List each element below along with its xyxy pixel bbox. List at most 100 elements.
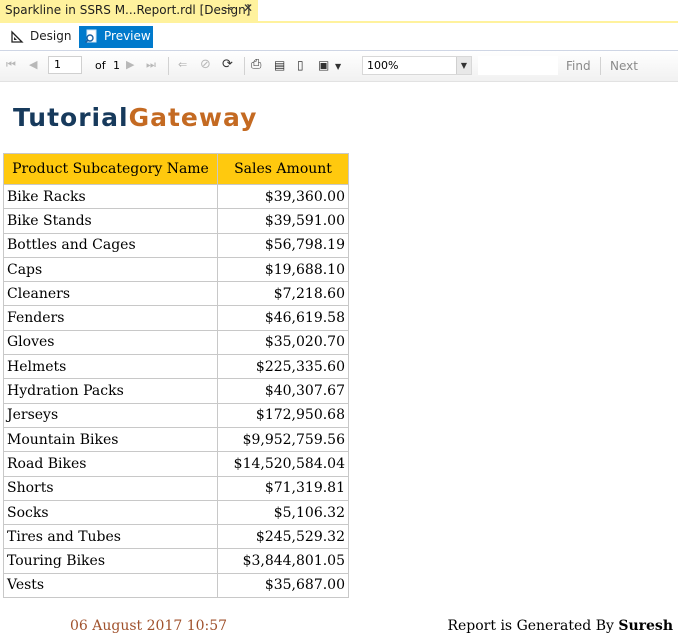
pin-icon[interactable]: ⊸ [224,2,234,15]
sales-amount-cell: $172,950.68 [217,402,349,428]
sales-amount-cell: $19,688.10 [217,256,349,283]
subcategory-cell: Mountain Bikes [3,426,218,453]
subcategory-cell: Vests [3,572,218,599]
table-row: Touring Bikes $3,844,801.05 [3,548,349,574]
sales-amount-cell: $71,319.81 [217,475,349,501]
table-body: Bike Racks $39,360.00 Bike Stands $39,591.0… [3,183,349,599]
report-toolbar: ⏮ ◀ 1 of 1 ▶ ⏭ ⇐ ⊘ ⟳ ⎙ ▤ ▯ ▣ ▼ 100% ▼ Fi… [0,51,678,82]
sales-table: Product Subcategory Name Sales Amount Bi… [3,153,349,599]
table-row: Fenders $46,619.58 [3,305,349,331]
column-header-sales-amount: Sales Amount [217,153,349,185]
table-row: Jerseys $172,950.68 [3,402,349,428]
current-page-value: 1 [54,58,61,71]
design-ruler-icon [11,30,24,43]
subcategory-cell: Bike Stands [3,208,218,234]
sales-amount-cell: $39,591.00 [217,208,349,234]
sales-amount-cell: $39,360.00 [217,183,349,210]
refresh-icon[interactable]: ⟳ [222,57,233,72]
logo-part-tutorial: Tutorial [13,103,129,132]
toolbar-separator [244,57,245,75]
previous-page-icon[interactable]: ◀ [29,58,38,71]
table-row: Cleaners $7,218.60 [3,281,349,307]
tab-design[interactable]: Design [5,26,75,48]
close-icon[interactable]: ✕ [243,1,254,15]
toolbar-separator [600,57,601,75]
table-row: Gloves $35,020.70 [3,329,349,356]
subcategory-cell: Caps [3,256,218,283]
table-row: Road Bikes $14,520,584.04 [3,451,349,477]
of-label: of [95,59,106,72]
subcategory-cell: Bike Racks [3,183,218,210]
tab-design-label: Design [30,29,72,43]
sales-amount-cell: $3,844,801.05 [217,548,349,574]
subcategory-cell: Road Bikes [3,451,218,477]
subcategory-cell: Fenders [3,305,218,331]
sales-amount-cell: $46,619.58 [217,305,349,331]
subcategory-cell: Hydration Packs [3,378,218,404]
last-page-icon[interactable]: ⏭ [146,58,156,71]
logo-part-gateway: Gateway [128,103,258,132]
sales-amount-cell: $5,106.32 [217,499,349,526]
print-layout-icon[interactable]: ▤ [274,58,286,72]
tab-preview[interactable]: Preview [79,26,153,48]
table-row: Bottles and Cages $56,798.19 [3,232,349,258]
subcategory-cell: Socks [3,499,218,526]
table-row: Vests $35,687.00 [3,572,349,599]
current-page-input[interactable]: 1 [48,56,82,74]
export-icon[interactable]: ▣ [318,58,330,72]
table-row: Socks $5,106.32 [3,499,349,526]
view-tab-row: Design Preview [0,23,678,51]
table-row: Bike Stands $39,591.00 [3,208,349,234]
zoom-value: 100% [367,59,399,72]
table-row: Mountain Bikes $9,952,759.56 [3,426,349,453]
generated-by-prefix: Report is Generated By [447,618,614,634]
table-row: Bike Racks $39,360.00 [3,183,349,210]
tutorial-gateway-logo: TutorialGateway [13,103,257,132]
table-row: Helmets $225,335.60 [3,354,349,380]
find-input[interactable] [478,56,558,75]
sales-amount-cell: $14,520,584.04 [217,451,349,477]
table-row: Caps $19,688.10 [3,256,349,283]
document-tab[interactable]: Sparkline in SSRS M...Report.rdl [Design… [0,0,258,21]
subcategory-cell: Gloves [3,329,218,356]
table-header-row: Product Subcategory Name Sales Amount [3,153,349,185]
report-date: 06 August 2017 10:57 [70,618,228,634]
table-row: Shorts $71,319.81 [3,475,349,501]
zoom-select[interactable]: 100% ▼ [362,56,472,75]
report-author: Suresh [618,618,673,634]
back-icon[interactable]: ⇐ [178,58,188,71]
sales-amount-cell: $35,020.70 [217,329,349,356]
toolbar-separator [168,57,169,75]
chevron-down-icon[interactable]: ▼ [456,57,471,74]
document-tab-title: Sparkline in SSRS M...Report.rdl [Design… [5,3,251,17]
sales-amount-cell: $35,687.00 [217,572,349,599]
tab-preview-label: Preview [104,29,151,43]
sales-amount-cell: $225,335.60 [217,354,349,380]
subcategory-cell: Touring Bikes [3,548,218,574]
find-button[interactable]: Find [566,59,591,73]
first-page-icon[interactable]: ⏮ [6,58,16,71]
print-icon[interactable]: ⎙ [251,57,262,72]
subcategory-cell: Bottles and Cages [3,232,218,258]
generated-by: Report is Generated By Suresh [447,618,673,634]
total-pages: 1 [113,59,120,72]
table-row: Tires and Tubes $245,529.32 [3,524,349,550]
export-dropdown-icon[interactable]: ▼ [335,62,342,71]
subcategory-cell: Jerseys [3,402,218,428]
subcategory-cell: Shorts [3,475,218,501]
subcategory-cell: Tires and Tubes [3,524,218,550]
sales-amount-cell: $7,218.60 [217,281,349,307]
sales-amount-cell: $9,952,759.56 [217,426,349,453]
page-setup-icon[interactable]: ▯ [297,58,304,72]
subcategory-cell: Cleaners [3,281,218,307]
sales-amount-cell: $245,529.32 [217,524,349,550]
table-row: Hydration Packs $40,307.67 [3,378,349,404]
sales-amount-cell: $40,307.67 [217,378,349,404]
find-next-button[interactable]: Next [610,59,638,73]
next-page-icon[interactable]: ▶ [126,58,135,71]
stop-icon[interactable]: ⊘ [200,57,211,72]
column-header-subcategory: Product Subcategory Name [3,153,218,185]
subcategory-cell: Helmets [3,354,218,380]
sales-amount-cell: $56,798.19 [217,232,349,258]
preview-document-icon [84,29,97,44]
